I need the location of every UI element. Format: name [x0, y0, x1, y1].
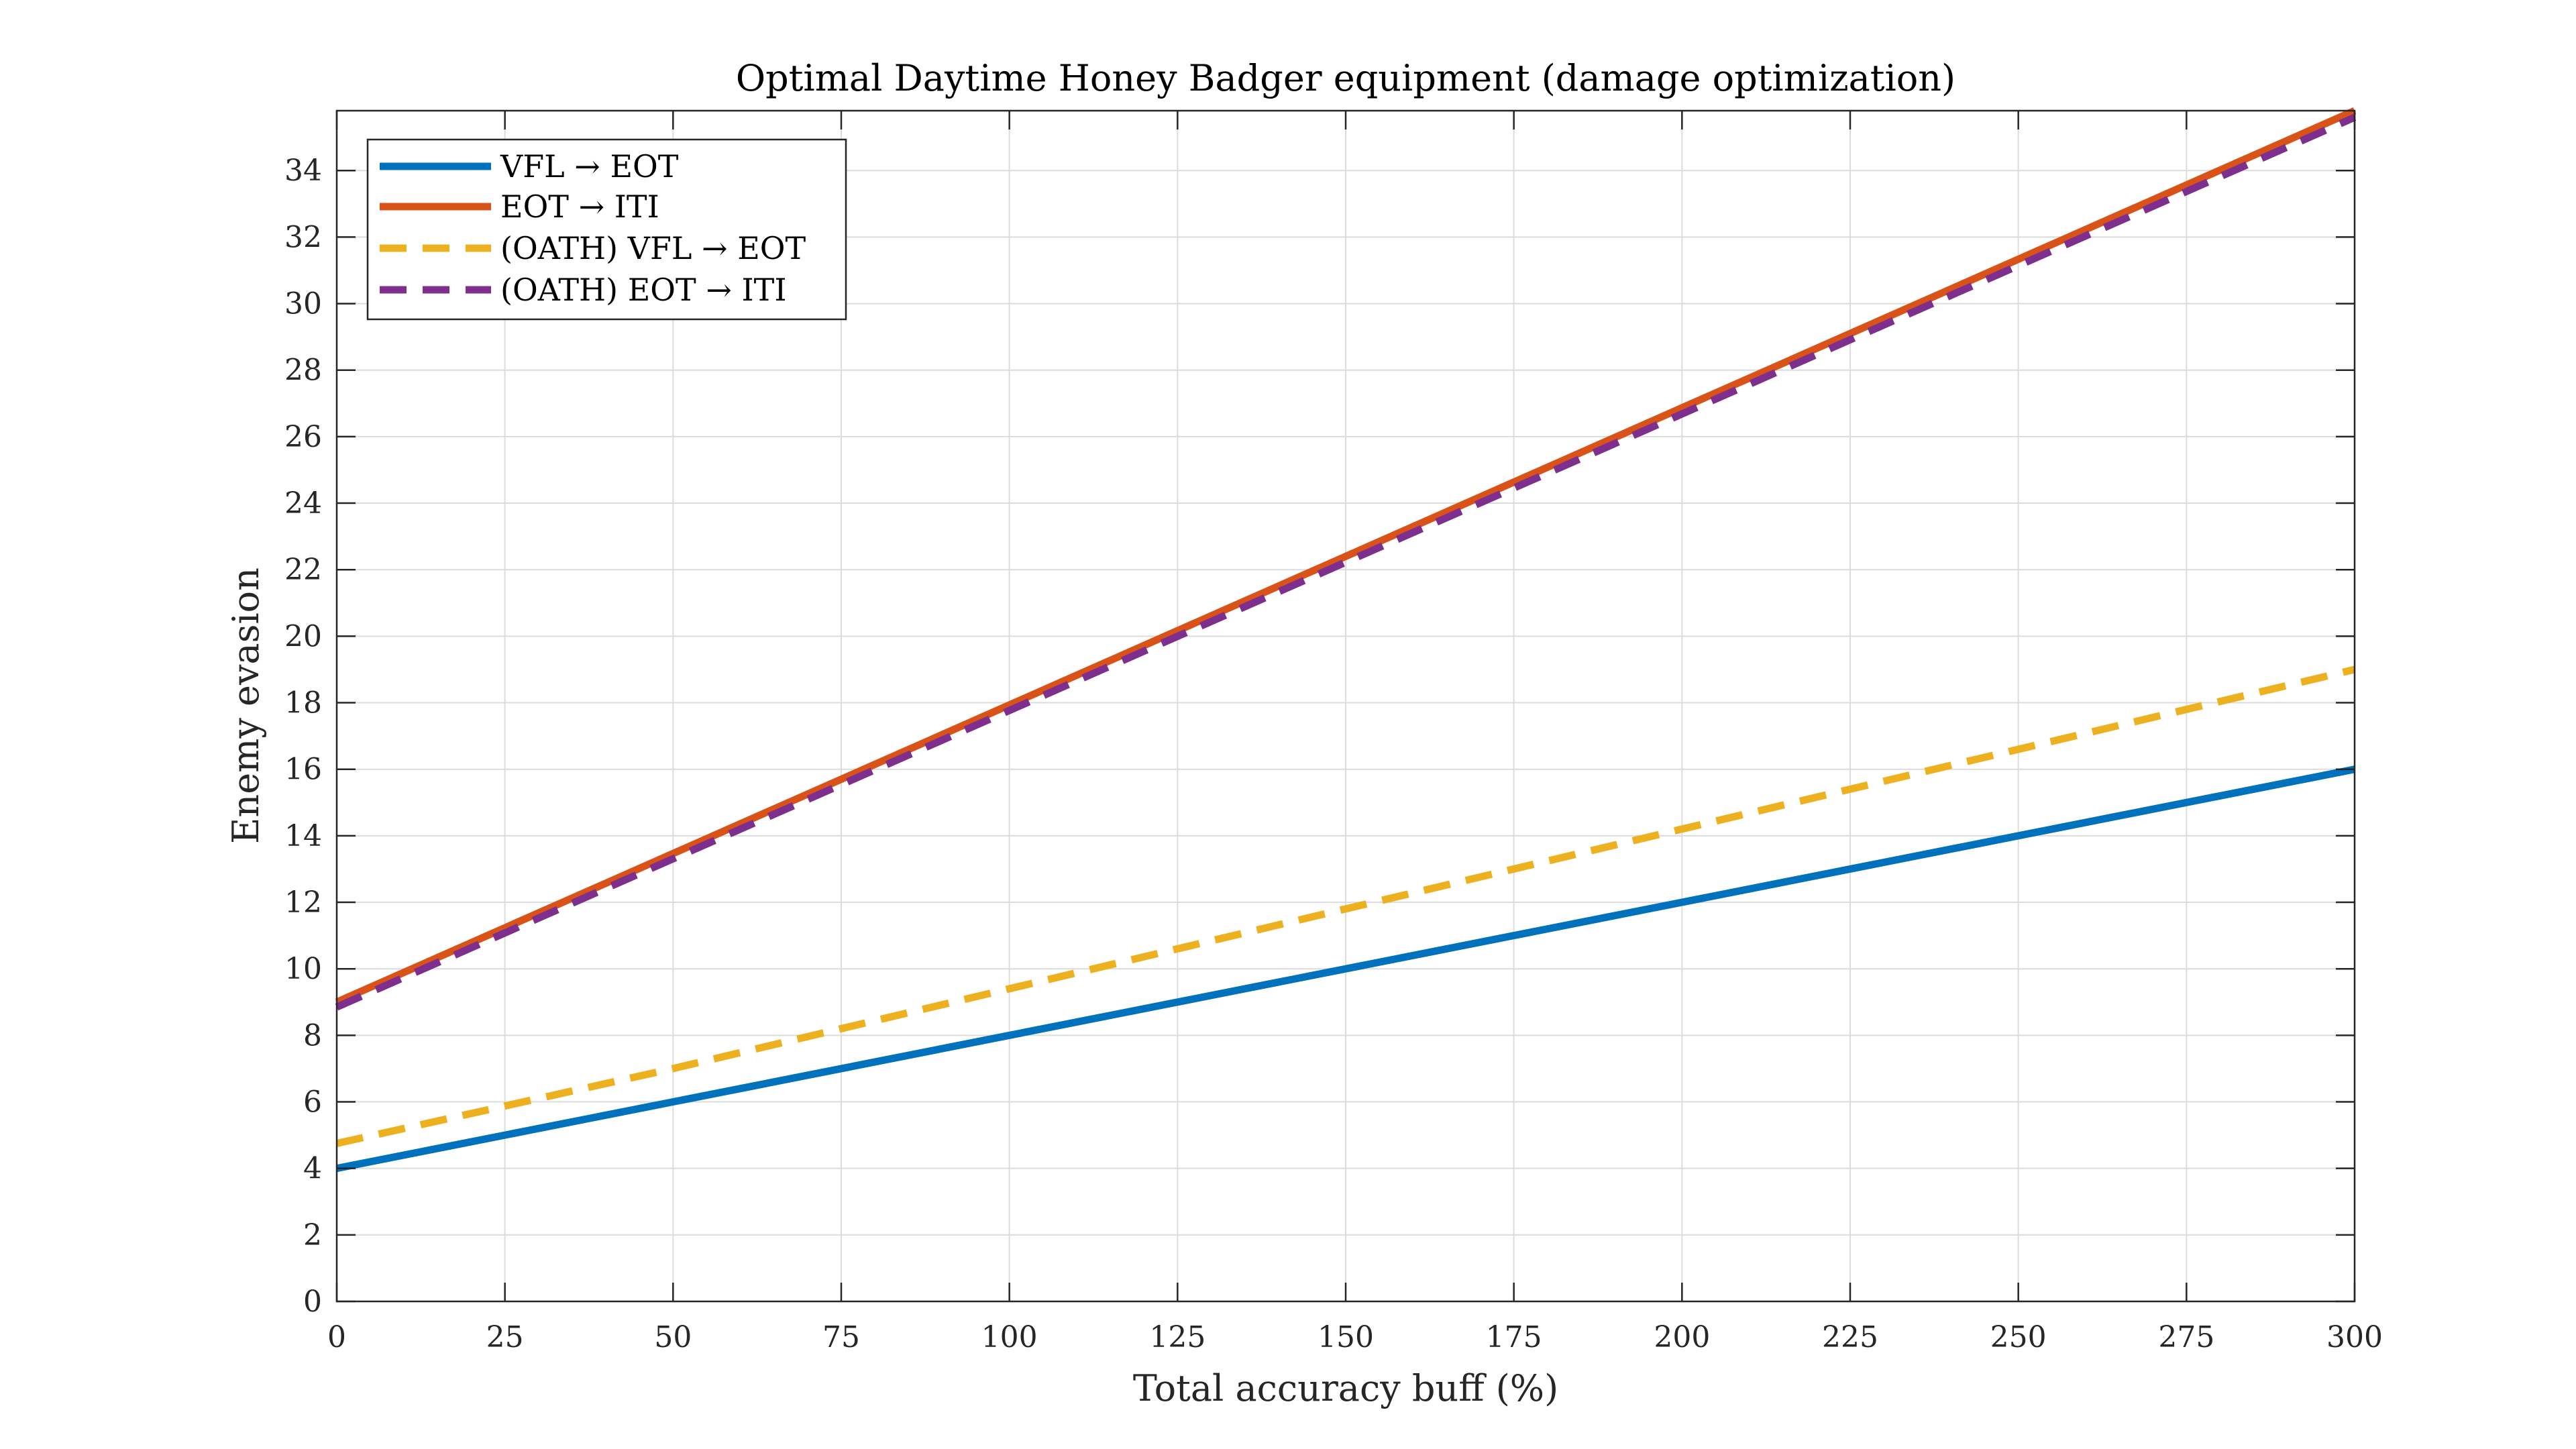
y-tick-label: 14: [284, 819, 322, 853]
x-tick-label: 0: [327, 1320, 346, 1354]
y-tick-label: 30: [284, 287, 322, 321]
x-axis-title: Total accuracy buff (%): [1133, 1367, 1558, 1409]
y-tick-label: 12: [284, 885, 322, 920]
series-lines: [335, 107, 2357, 1173]
series-line-4: [335, 113, 2357, 1011]
y-tick-label: 32: [284, 220, 322, 254]
x-tick-label: 75: [822, 1320, 860, 1354]
x-tick-label: 125: [1149, 1320, 1205, 1354]
y-tick-label: 2: [303, 1218, 322, 1252]
legend-label-4: (OATH) EOT → ITI: [500, 272, 787, 308]
y-tick-label: 10: [284, 952, 322, 986]
y-tick-label: 20: [284, 619, 322, 653]
x-tick-label: 100: [981, 1320, 1038, 1354]
y-tick-label: 24: [284, 486, 322, 521]
y-tick-label: 16: [284, 753, 322, 787]
x-tick-label: 300: [2326, 1320, 2383, 1354]
y-tick-label: 4: [303, 1152, 322, 1186]
y-tick-label: 8: [303, 1018, 322, 1053]
y-axis-title: Enemy evasion: [225, 568, 267, 844]
y-tick-label: 22: [284, 553, 322, 587]
legend-label-3: (OATH) VFL → EOT: [500, 230, 806, 266]
chart-title: Optimal Daytime Honey Badger equipment (…: [736, 57, 1955, 99]
x-tick-label: 50: [654, 1320, 692, 1354]
legend: VFL → EOT EOT → ITI (OATH) VFL → EOT (OATH)…: [366, 138, 847, 321]
legend-label-2: EOT → ITI: [500, 189, 659, 225]
x-tick-label: 25: [486, 1320, 524, 1354]
y-tick-label: 34: [284, 154, 322, 188]
x-tick-label: 275: [2158, 1320, 2214, 1354]
y-tick-label: 26: [284, 420, 322, 454]
x-tick-label: 175: [1486, 1320, 1542, 1354]
x-tick-label: 250: [1990, 1320, 2047, 1354]
ticks: 0 25 50 75 100 125 150 175 200 225 250 275 300024681…: [284, 111, 2383, 1354]
x-tick-label: 200: [1654, 1320, 1710, 1354]
y-tick-label: 6: [303, 1085, 322, 1120]
y-tick-label: 0: [303, 1285, 322, 1319]
x-tick-label: 225: [1822, 1320, 1878, 1354]
series-line-2: [335, 107, 2357, 1006]
series-line-1: [335, 765, 2356, 1173]
x-tick-label: 150: [1318, 1320, 1374, 1354]
y-tick-label: 18: [284, 686, 322, 720]
series-line-3: [335, 665, 2356, 1147]
legend-label-1: VFL → EOT: [500, 148, 679, 184]
y-tick-label: 28: [284, 354, 322, 388]
